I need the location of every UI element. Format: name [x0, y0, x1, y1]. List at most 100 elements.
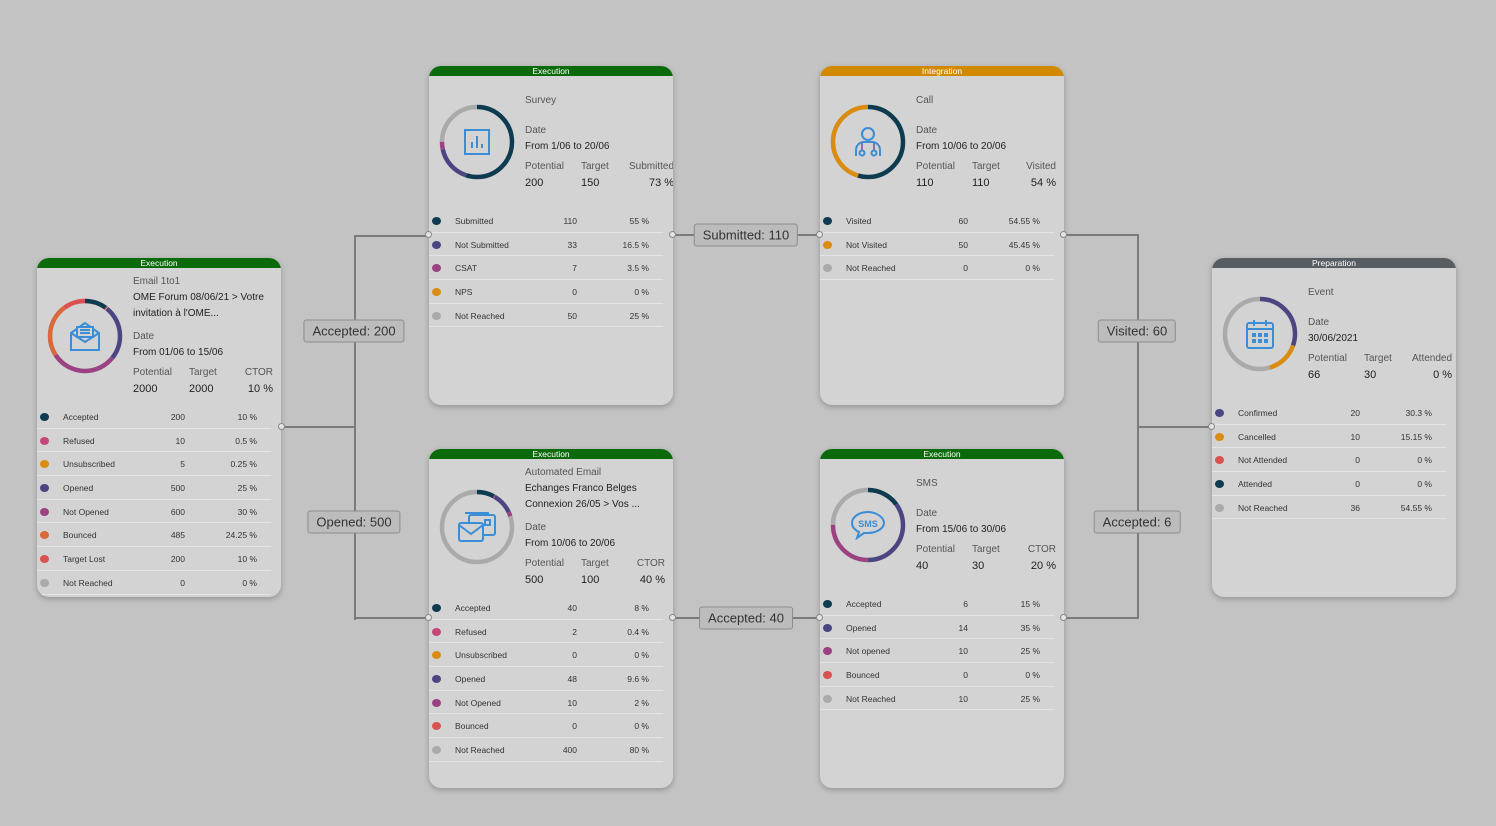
card-call[interactable]: Integration Call Date From 10/06 to 20/06 Po…	[820, 66, 1064, 405]
table-row[interactable]: Visited 60 54.55 %	[820, 209, 1054, 233]
date-value: From 01/06 to 15/06	[133, 347, 224, 358]
table-row[interactable]: Accepted 6 15 %	[820, 592, 1054, 616]
table-row[interactable]: Unsubscribed 5 0.25 %	[37, 452, 271, 477]
table-row[interactable]: Accepted 40 8 %	[429, 596, 663, 620]
connection-handle[interactable]	[816, 231, 823, 238]
table-row[interactable]: Not Opened 600 30 %	[37, 500, 271, 524]
card-sms[interactable]: Execution SMS SMS Date From 15/06 to 30/06 Po…	[820, 449, 1064, 788]
table-row[interactable]: Target Lost 200 10 %	[37, 547, 271, 571]
table-row[interactable]: Not Reached 10 25 %	[820, 687, 1054, 711]
status-table: Accepted 40 8 % Refused 2 0.4 % Unsubscribed 0 0…	[429, 596, 673, 762]
table-row[interactable]: Bounced 0 0 %	[429, 714, 663, 739]
edge-label-opened[interactable]: Opened: 500	[307, 510, 401, 534]
table-row[interactable]: Accepted 200 10 %	[37, 405, 271, 429]
connector	[354, 235, 429, 237]
connection-handle[interactable]	[425, 231, 432, 238]
table-row[interactable]: Confirmed 20 30.3 %	[1212, 401, 1446, 425]
card-info: Email 1to1 OME Forum 08/06/21 > Votre invi…	[133, 274, 273, 397]
stat-value-target: 110	[972, 176, 990, 189]
table-row[interactable]: Opened 500 25 %	[37, 476, 271, 500]
donut-segment-not-reached	[439, 489, 515, 564]
edge-label-submitted[interactable]: Submitted: 110	[693, 223, 799, 247]
date-value: From 10/06 to 20/06	[916, 140, 1007, 152]
row-percent: 0 %	[242, 577, 257, 588]
table-row[interactable]: Not Attended 0 0 %	[1212, 448, 1446, 473]
table-row[interactable]: Refused 2 0.4 %	[429, 620, 663, 644]
row-label: Accepted	[63, 412, 99, 422]
table-row[interactable]: Not Reached 0 0 %	[37, 571, 271, 595]
connection-handle[interactable]	[1208, 423, 1215, 430]
table-row[interactable]: Refused 10 0.5 %	[37, 429, 271, 453]
date-label: Date	[133, 331, 155, 342]
connection-handle[interactable]	[1060, 614, 1067, 621]
card-event[interactable]: Preparation Event Date 30/06/2021 Potential T…	[1212, 258, 1456, 597]
status-table: Confirmed 20 30.3 % Cancelled 10 15.15 % Not A…	[1212, 401, 1456, 520]
row-percent: 30 %	[237, 506, 257, 517]
table-row[interactable]: CSAT 7 3.5 %	[429, 256, 663, 281]
card-info: SMS Date From 15/06 to 30/06 Potential Targe…	[916, 476, 1056, 574]
table-row[interactable]: Attended 0 0 %	[1212, 472, 1446, 496]
row-label: Not Reached	[1238, 502, 1288, 513]
row-percent: 10 %	[237, 554, 257, 565]
row-count: 10	[958, 646, 968, 657]
legend-dot-icon	[823, 217, 832, 225]
connection-handle[interactable]	[1060, 231, 1067, 238]
donut-segment-not-opened	[830, 487, 906, 562]
table-row[interactable]: Not Submitted 33 16.5 %	[429, 233, 663, 257]
card-summary: Event Date 30/06/2021 Potential Target Attend…	[1212, 268, 1456, 393]
card-auto[interactable]: Execution Automated Email Echanges Franco …	[429, 449, 673, 788]
legend-dot-icon	[432, 698, 441, 707]
row-count: 0	[1355, 479, 1360, 490]
card-survey[interactable]: Execution Survey Date From 1/06 to 20/06 Pot…	[429, 66, 673, 405]
channel-type: SMS	[916, 477, 938, 489]
calendar-icon	[1245, 318, 1275, 350]
table-row[interactable]: Bounced 485 24.25 %	[37, 523, 271, 548]
table-row[interactable]: Submitted 110 55 %	[429, 209, 663, 233]
table-row[interactable]: Not Reached 36 54.55 %	[1212, 496, 1446, 520]
row-percent: 0.25 %	[230, 459, 257, 470]
table-row[interactable]: Not Reached 50 25 %	[429, 304, 663, 328]
connection-handle[interactable]	[425, 614, 432, 621]
edge-label-accepted[interactable]: Accepted: 200	[303, 319, 405, 343]
table-row[interactable]: Opened 48 9.6 %	[429, 667, 663, 691]
doctor-icon	[853, 126, 883, 158]
stat-label-target: Target	[972, 160, 1000, 172]
edge-label-visited[interactable]: Visited: 60	[1097, 319, 1177, 343]
table-row[interactable]: Not Reached 400 80 %	[429, 738, 663, 762]
legend-dot-icon	[40, 436, 49, 445]
connection-handle[interactable]	[816, 614, 823, 621]
table-row[interactable]: Not opened 10 25 %	[820, 639, 1054, 664]
table-row[interactable]: Cancelled 10 15.15 %	[1212, 425, 1446, 449]
stat-value-target: 30	[1364, 368, 1377, 381]
row-count: 0	[963, 263, 968, 274]
row-count: 60	[958, 216, 968, 226]
row-count: 0	[572, 287, 577, 298]
edge-label-accepted[interactable]: Accepted: 40	[699, 606, 793, 630]
table-row[interactable]: NPS 0 0 %	[429, 280, 663, 304]
row-percent: 9.6 %	[627, 674, 649, 685]
connector	[354, 235, 356, 620]
stat-value-ctor: 40 %	[639, 574, 665, 586]
spacer	[916, 109, 1056, 116]
connection-handle[interactable]	[669, 614, 676, 621]
row-percent: 80 %	[629, 745, 649, 756]
legend-dot-icon	[432, 264, 441, 273]
connection-handle[interactable]	[669, 231, 676, 238]
row-percent: 55 %	[629, 216, 649, 226]
legend-dot-icon	[1215, 480, 1224, 489]
date-value: From 1/06 to 20/06	[525, 140, 610, 152]
table-row[interactable]: Not Visited 50 45.45 %	[820, 233, 1054, 257]
connection-handle[interactable]	[278, 423, 285, 430]
table-row[interactable]: Not Reached 0 0 %	[820, 256, 1054, 281]
table-row[interactable]: Not Opened 10 2 %	[429, 691, 663, 715]
legend-dot-icon	[823, 647, 832, 656]
table-row[interactable]: Opened 14 35 %	[820, 616, 1054, 640]
table-row[interactable]: Bounced 0 0 %	[820, 663, 1054, 687]
edge-label-accepted[interactable]: Accepted: 6	[1093, 510, 1181, 534]
card-email[interactable]: Execution Email 1to1 OME Forum 08/06/21 > …	[37, 258, 281, 597]
stat-value-potential: 66	[1308, 368, 1321, 381]
row-label: Not Attended	[1238, 455, 1288, 466]
row-percent: 25 %	[1020, 693, 1040, 704]
row-label: Attended	[1238, 479, 1273, 490]
table-row[interactable]: Unsubscribed 0 0 %	[429, 643, 663, 668]
